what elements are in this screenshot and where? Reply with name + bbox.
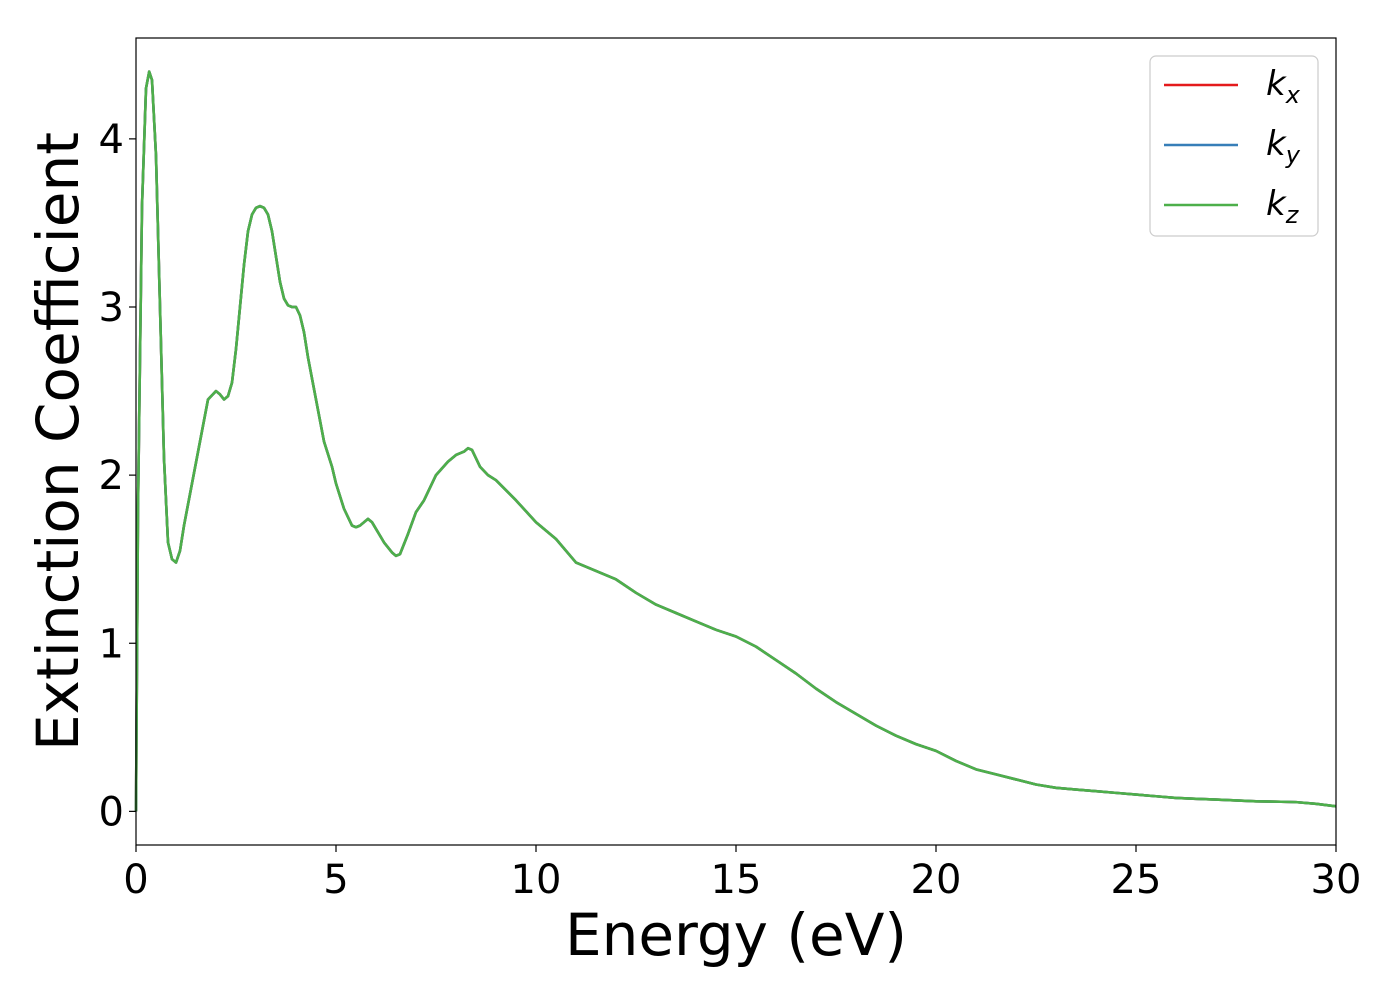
x-tick-label: 10 <box>511 857 562 903</box>
x-tick-label: 20 <box>911 857 962 903</box>
x-tick-label: 0 <box>123 857 148 903</box>
legend-label-base: k <box>1266 124 1287 164</box>
legend-label: kz <box>1266 184 1300 229</box>
y-axis-title: Extinction Coefficient <box>24 132 92 751</box>
x-axis-ticks: 0 5 10 15 20 25 30 <box>123 845 1361 903</box>
y-axis-ticks: 0 1 2 3 4 <box>99 117 136 835</box>
y-tick-label: 3 <box>99 285 124 331</box>
x-axis-title: Energy (eV) <box>565 901 907 969</box>
legend-label: ky <box>1266 124 1301 169</box>
legend-label-sub: y <box>1285 141 1301 169</box>
y-tick-label: 2 <box>99 453 124 499</box>
legend-label: kx <box>1266 64 1301 109</box>
legend-label-sub: x <box>1285 81 1301 109</box>
x-tick-label: 5 <box>323 857 348 903</box>
y-tick-label: 0 <box>99 789 124 835</box>
legend-label-sub: z <box>1285 201 1300 229</box>
x-tick-label: 25 <box>1111 857 1162 903</box>
series-layer <box>134 70 1337 812</box>
x-tick-label: 30 <box>1311 857 1362 903</box>
y-tick-label: 4 <box>99 117 124 163</box>
y-tick-label: 1 <box>99 621 124 667</box>
x-tick-label: 15 <box>711 857 762 903</box>
series-line-k-z <box>134 70 1337 812</box>
legend-label-base: k <box>1266 64 1287 104</box>
legend-label-base: k <box>1266 184 1287 224</box>
